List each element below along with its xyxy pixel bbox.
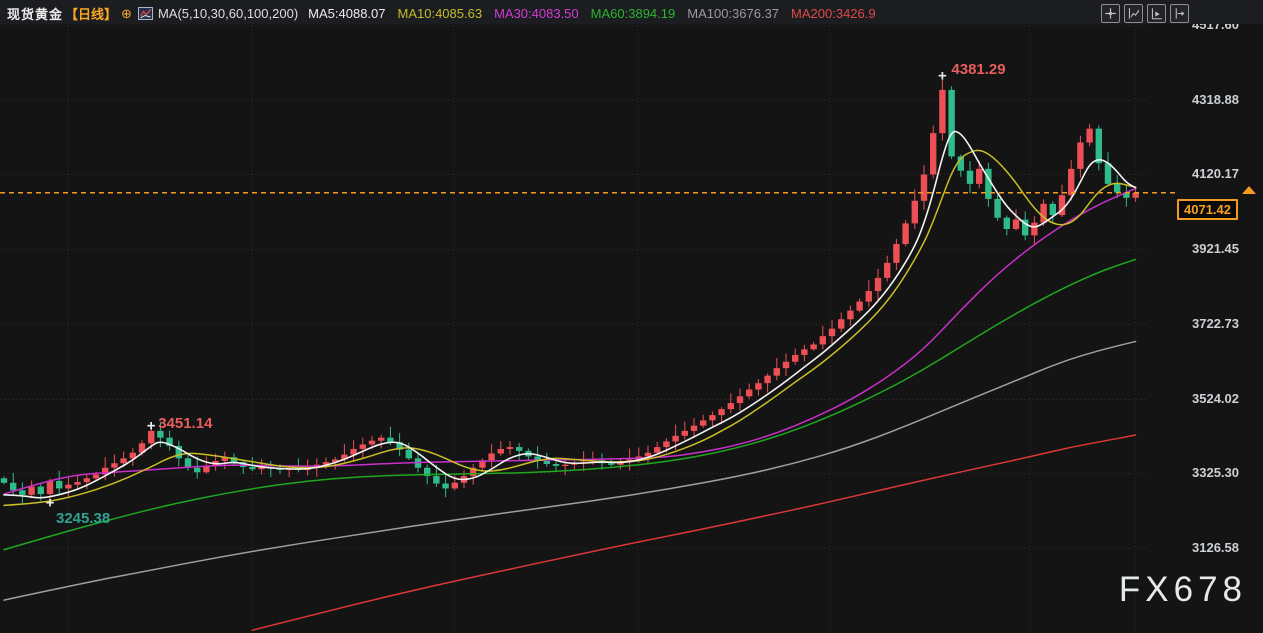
price-extreme-marker: + xyxy=(938,67,947,85)
chart-header: 现货黄金 【日线】 ⊕ MA(5,10,30,60,100,200) MA5:4… xyxy=(7,4,888,23)
symbol-name: 现货黄金 xyxy=(7,7,64,22)
time-scale-icon[interactable] xyxy=(1147,4,1166,23)
ma30-value: MA30:4083.50 xyxy=(494,6,579,21)
circle-plus-icon[interactable]: ⊕ xyxy=(121,5,132,21)
y-axis-label: 4120.17 xyxy=(1192,166,1239,182)
y-axis-label: 3126.58 xyxy=(1192,540,1239,555)
y-axis-label: 4318.88 xyxy=(1192,91,1239,107)
watermark-logo: FX678 xyxy=(1118,570,1247,609)
price-extreme-label: 3245.38 xyxy=(56,510,111,528)
pan-icon[interactable] xyxy=(1101,4,1120,23)
ma100-value: MA100:3676.37 xyxy=(687,6,780,21)
price-scale-icon[interactable] xyxy=(1124,4,1143,23)
price-extreme-marker: + xyxy=(146,417,156,435)
pan-right-icon[interactable] xyxy=(1170,4,1189,23)
price-extreme-marker: + xyxy=(45,494,55,512)
ma5-value: MA5:4088.07 xyxy=(308,6,386,21)
y-axis-label: 3524.02 xyxy=(1192,390,1239,406)
chart-toolbar xyxy=(1097,4,1189,23)
current-price-arrow-icon xyxy=(1242,185,1256,194)
price-extreme-label: 4381.29 xyxy=(951,61,1006,79)
ma200-value: MA200:3426.9 xyxy=(791,6,876,21)
ma10-value: MA10:4085.63 xyxy=(397,6,483,21)
chart-type-icon[interactable] xyxy=(137,6,153,21)
current-price-tag: 4071.42 xyxy=(1177,198,1238,220)
y-axis-label: 3325.30 xyxy=(1192,465,1239,481)
y-axis-label: 3722.73 xyxy=(1192,315,1239,331)
timeframe-label[interactable]: 【日线】 xyxy=(65,7,118,22)
y-axis-label: 3921.45 xyxy=(1192,241,1239,257)
header-bar xyxy=(0,0,1263,24)
price-extreme-label: 3451.14 xyxy=(158,414,213,432)
ma-group-label: MA(5,10,30,60,100,200) xyxy=(157,6,299,21)
ma60-value: MA60:3894.19 xyxy=(590,6,676,21)
